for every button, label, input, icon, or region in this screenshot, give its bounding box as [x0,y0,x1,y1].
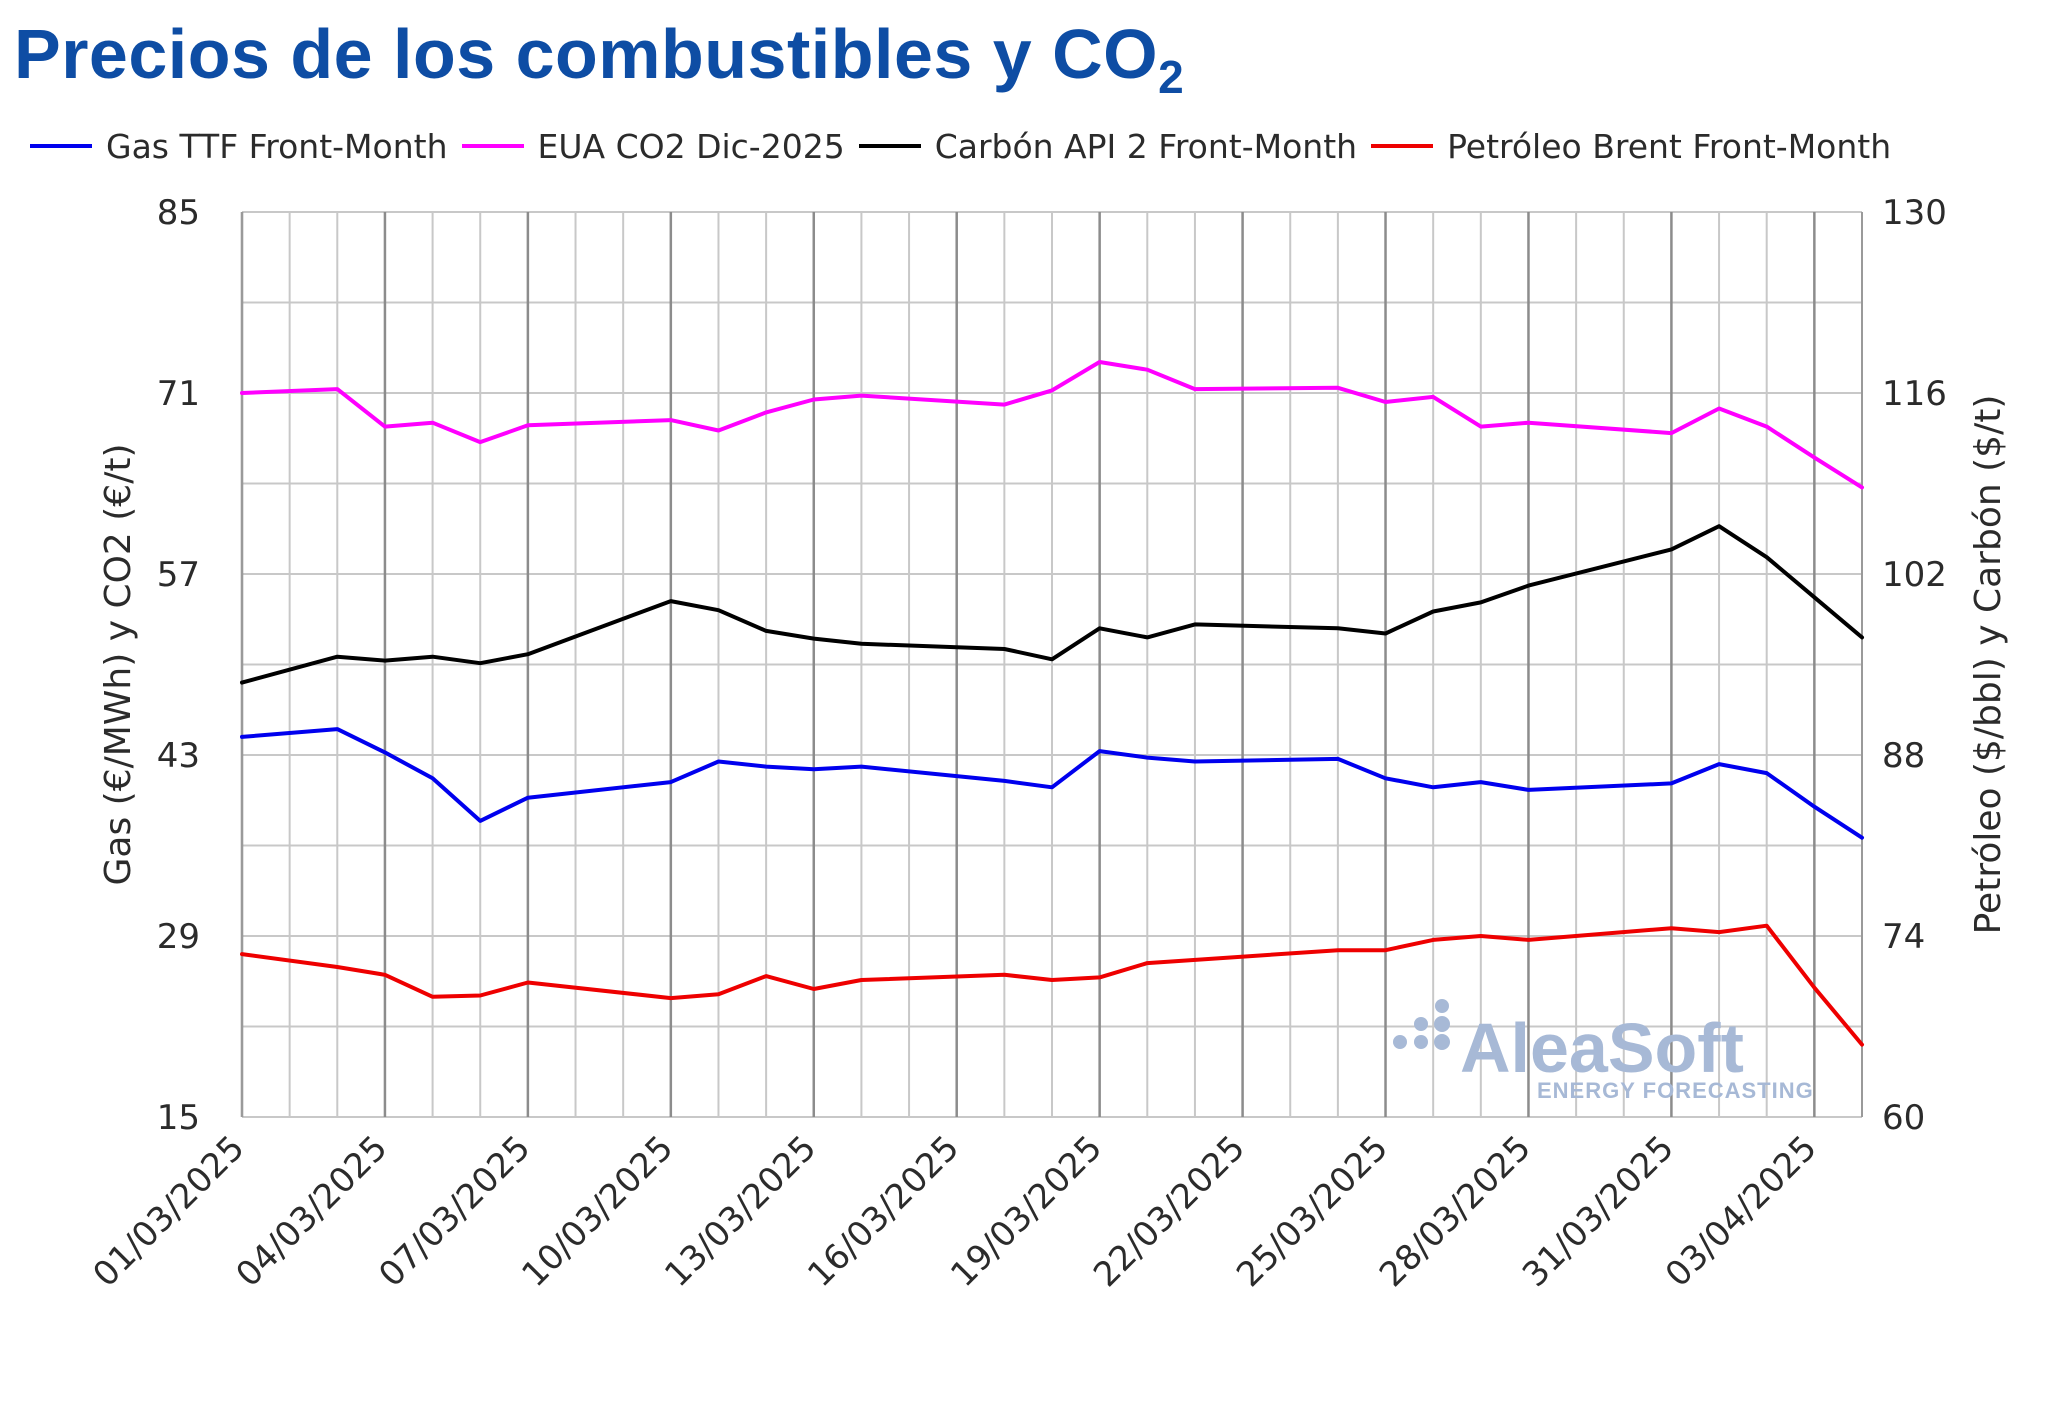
x-axis-tick-label: 25/03/2025 [1229,1128,1396,1295]
legend-label: Carbón API 2 Front-Month [934,126,1358,166]
left-axis-tick-label: 29 [157,917,200,957]
left-axis-tick-label: 85 [157,193,200,233]
legend-swatch [1371,144,1434,148]
right-axis-title: Petróleo ($/bbl) y Carbón ($/t) [1968,395,2009,935]
legend-item-petroleo-brent-front-month: Petróleo Brent Front-Month [1371,127,1891,166]
series-line-gas-ttf-front-month [240,727,1864,840]
chart-legend: Gas TTF Front-Month EUA CO2 Dic-2025 Carbó… [30,122,1905,170]
right-axis-tick-label: 116 [1882,374,1947,414]
watermark-logo-dot [1414,1017,1428,1031]
x-axis-tick-label: 31/03/2025 [1515,1128,1682,1295]
legend-swatch [30,144,92,148]
right-axis-tick-label: 74 [1882,917,1925,957]
left-axis-title: Gas (€/MWh) y CO2 (€/t) [98,443,139,885]
right-axis-tick-label: 102 [1882,555,1947,595]
left-axis-tick-label: 15 [157,1098,200,1138]
watermark-logo-dot [1414,1035,1428,1049]
x-axis-tick-label: 07/03/2025 [371,1128,538,1295]
x-axis-tick-label: 16/03/2025 [800,1128,967,1295]
legend-swatch [858,144,921,148]
series-line-petroleo-brent-front-month [240,923,1864,1047]
x-axis-tick-label: 03/04/2025 [1658,1128,1825,1295]
legend-swatch [461,144,524,148]
x-axis-tick-label: 19/03/2025 [943,1128,1110,1295]
series-line-carbon-api-2-front-month [240,524,1864,685]
left-axis-tick-label: 57 [157,555,200,595]
legend-label: EUA CO2 Dic-2025 [537,126,845,166]
chart-title-text: Precios de los combustibles y CO [14,15,1159,93]
right-axis-tick-label: 88 [1882,736,1925,776]
right-axis-tick-label: 60 [1882,1098,1925,1138]
grid-lines [240,211,1863,1118]
chart-title: Precios de los combustibles y CO2 [14,14,1184,104]
x-axis-tick-label: 28/03/2025 [1372,1128,1539,1295]
watermark-brand: AleaSoft [1460,1009,1744,1087]
watermark-tagline: ENERGY FORECASTING [1537,1078,1814,1103]
watermark-logo-dot [1434,1034,1450,1050]
legend-item-gas-ttf-front-month: Gas TTF Front-Month [30,127,448,166]
x-axis-tick-label: 04/03/2025 [228,1128,395,1295]
legend-item-eua-co2-dic-2025: EUA CO2 Dic-2025 [461,126,845,166]
x-axis-tick-label: 10/03/2025 [514,1128,681,1295]
x-axis-tick-label: 13/03/2025 [657,1128,824,1295]
watermark-logo-dot [1393,1035,1407,1049]
right-axis-tick-label: 130 [1882,193,1947,233]
legend-label: Gas TTF Front-Month [106,126,448,166]
watermark-logo-dot [1435,999,1449,1013]
left-axis-tick-label: 71 [157,374,200,414]
series-line-eua-co2-dic-2025 [240,360,1864,490]
x-axis-tick-label: 22/03/2025 [1086,1128,1253,1295]
legend-label: Petróleo Brent Front-Month [1447,126,1892,166]
left-axis-tick-label: 43 [157,736,200,776]
x-axis-tick-label: 01/03/2025 [86,1128,253,1295]
watermark-logo-dot [1434,1016,1450,1032]
legend-item-carbon-api-2-front-month: Carbón API 2 Front-Month [858,126,1358,166]
chart-title-subscript: 2 [1158,51,1185,103]
